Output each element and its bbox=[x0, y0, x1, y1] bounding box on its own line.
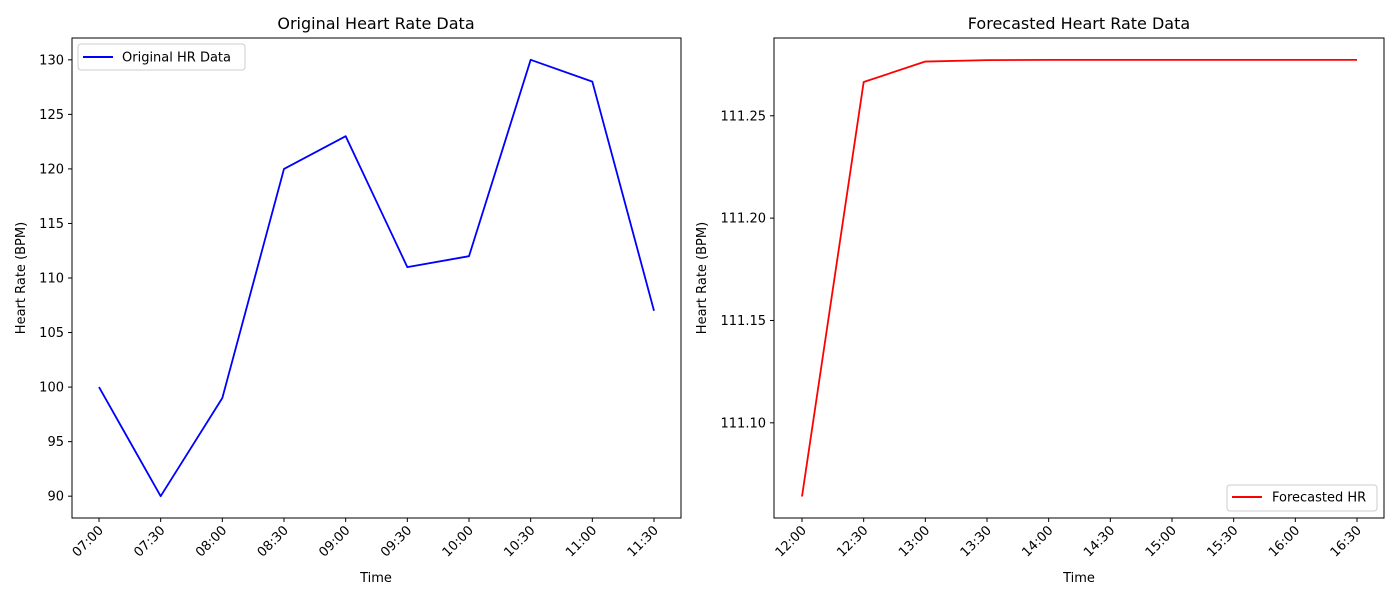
y-tick-label: 111.20 bbox=[721, 212, 767, 227]
x-tick-label: 13:30 bbox=[958, 523, 995, 560]
plot-area bbox=[71, 37, 682, 519]
x-tick-label: 12:30 bbox=[834, 523, 871, 560]
x-tick-label: 12:00 bbox=[773, 523, 810, 560]
x-tick-label: 10:00 bbox=[440, 523, 477, 560]
y-tick-label: 111.10 bbox=[721, 416, 767, 431]
y-tick-label: 115 bbox=[39, 217, 64, 232]
y-tick-label: 100 bbox=[39, 381, 64, 396]
series-line bbox=[801, 59, 1357, 497]
x-tick-label: 14:00 bbox=[1019, 523, 1056, 560]
original-hr-chart: Original Heart Rate Data 90 95 100 105 110 11… bbox=[14, 14, 682, 586]
y-axis: 90 95 100 105 110 115 120 125 130 bbox=[39, 53, 72, 505]
x-axis: 07:00 07:30 08:00 08:30 09:00 09:30 10:00 10:30… bbox=[70, 518, 662, 560]
series-lines bbox=[801, 59, 1358, 497]
x-tick-label: 07:30 bbox=[131, 523, 168, 560]
plot-area bbox=[773, 37, 1385, 519]
x-tick-label: 09:30 bbox=[378, 523, 415, 560]
y-tick-label: 120 bbox=[39, 162, 64, 177]
y-axis: 111.10 111.15 111.20 111.25 bbox=[721, 109, 774, 431]
x-tick-label: 07:00 bbox=[70, 523, 107, 560]
x-tick-label: 16:00 bbox=[1266, 523, 1303, 560]
y-tick-label: 111.25 bbox=[721, 109, 767, 124]
y-tick-label: 125 bbox=[39, 108, 64, 123]
x-axis: 12:00 12:30 13:00 13:30 14:00 14:30 15:00 15:30… bbox=[773, 518, 1365, 560]
y-tick-label: 130 bbox=[39, 53, 64, 68]
x-axis-label: Time bbox=[1062, 571, 1095, 586]
x-tick-label: 09:00 bbox=[316, 523, 353, 560]
x-tick-label: 08:30 bbox=[255, 523, 292, 560]
legend-label: Original HR Data bbox=[122, 51, 231, 66]
forecasted-hr-chart: Forecasted Heart Rate Data 111.10111.151… bbox=[695, 14, 1385, 586]
series-lines bbox=[98, 58, 655, 498]
y-tick-label: 90 bbox=[47, 490, 64, 505]
x-tick-label: 13:00 bbox=[896, 523, 933, 560]
x-tick-label: 08:00 bbox=[193, 523, 230, 560]
y-axis-label: Heart Rate (BPM) bbox=[695, 222, 710, 334]
y-tick-label: 95 bbox=[47, 435, 64, 450]
legend: Forecasted HR bbox=[1226, 484, 1378, 512]
x-tick-label: 15:00 bbox=[1143, 523, 1180, 560]
x-tick-label: 11:00 bbox=[563, 523, 600, 560]
y-axis-label: Heart Rate (BPM) bbox=[14, 222, 29, 334]
legend-box bbox=[77, 43, 246, 71]
legend: Original HR Data bbox=[77, 43, 246, 71]
x-tick-label: 16:30 bbox=[1328, 523, 1365, 560]
y-tick-label: 110 bbox=[39, 272, 64, 287]
y-tick-label: 105 bbox=[39, 326, 64, 341]
x-tick-label: 10:30 bbox=[501, 523, 538, 560]
x-axis-label: Time bbox=[359, 571, 392, 586]
chart-title: Forecasted Heart Rate Data bbox=[968, 14, 1190, 33]
x-tick-label: 14:30 bbox=[1081, 523, 1118, 560]
legend-box bbox=[1226, 484, 1378, 512]
x-tick-label: 15:30 bbox=[1204, 523, 1241, 560]
y-tick-label: 111.15 bbox=[721, 314, 767, 329]
legend-label: Forecasted HR bbox=[1272, 491, 1366, 506]
series-line bbox=[98, 58, 655, 498]
chart-title: Original Heart Rate Data bbox=[277, 14, 474, 33]
x-tick-label: 11:30 bbox=[625, 523, 662, 560]
